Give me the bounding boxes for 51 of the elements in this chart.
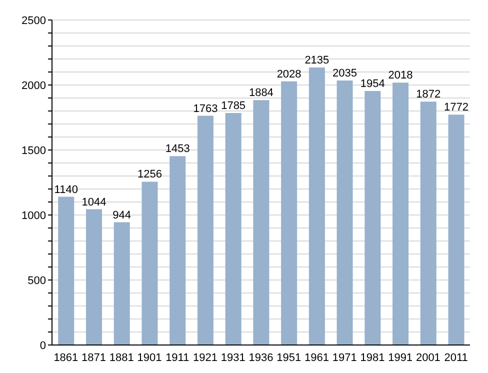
y-tick-label: 0 (40, 340, 46, 352)
x-tick-label: 1961 (304, 352, 329, 364)
bar (392, 82, 409, 345)
data-label: 1954 (360, 78, 385, 90)
data-label: 2018 (388, 70, 413, 82)
data-label: 1044 (82, 196, 106, 208)
y-tick-label: 2000 (22, 80, 46, 92)
bar (142, 182, 158, 345)
data-label: 1256 (137, 168, 162, 181)
x-tick-label: 1871 (82, 352, 106, 364)
x-tick-label: 1901 (137, 352, 162, 364)
data-label: 2028 (276, 68, 302, 80)
data-label: 2135 (304, 54, 330, 66)
bar (170, 156, 186, 345)
x-tick-label: 1911 (166, 352, 190, 364)
x-tick-label: 1981 (360, 352, 385, 364)
bar (281, 81, 298, 345)
y-tick-label: 2500 (22, 14, 46, 27)
bar (308, 67, 325, 345)
x-tick-label: 1921 (193, 352, 218, 364)
y-tick-label: 500 (28, 274, 46, 287)
bar (448, 114, 464, 345)
data-label: 2035 (332, 67, 358, 80)
bar (364, 90, 381, 345)
bar (336, 80, 353, 345)
x-tick-label: 1991 (388, 352, 413, 364)
x-tick-label: 1971 (332, 352, 357, 364)
bar (86, 209, 102, 345)
data-label: 1872 (416, 88, 441, 101)
bar (253, 100, 270, 345)
bar (225, 112, 242, 345)
data-label: 1453 (165, 143, 190, 156)
x-tick-label: 1861 (54, 352, 78, 364)
bar (197, 116, 214, 345)
data-label: 944 (112, 209, 132, 222)
x-tick-label: 2011 (444, 352, 468, 364)
y-tick-label: 1000 (22, 210, 46, 222)
data-label: 1140 (54, 184, 78, 196)
bar (420, 102, 436, 345)
data-label: 1785 (221, 100, 246, 112)
bar (114, 222, 130, 345)
x-tick-label: 1931 (220, 352, 246, 364)
bar (58, 196, 74, 345)
data-label: 1884 (248, 87, 274, 100)
x-tick-label: 1951 (276, 352, 302, 364)
data-label: 1772 (444, 102, 469, 114)
data-label: 1763 (193, 102, 218, 115)
y-tick-label: 1500 (22, 144, 46, 157)
x-tick-label: 1936 (248, 352, 274, 364)
x-tick-label: 1881 (109, 352, 134, 364)
x-tick-label: 2001 (416, 352, 440, 364)
